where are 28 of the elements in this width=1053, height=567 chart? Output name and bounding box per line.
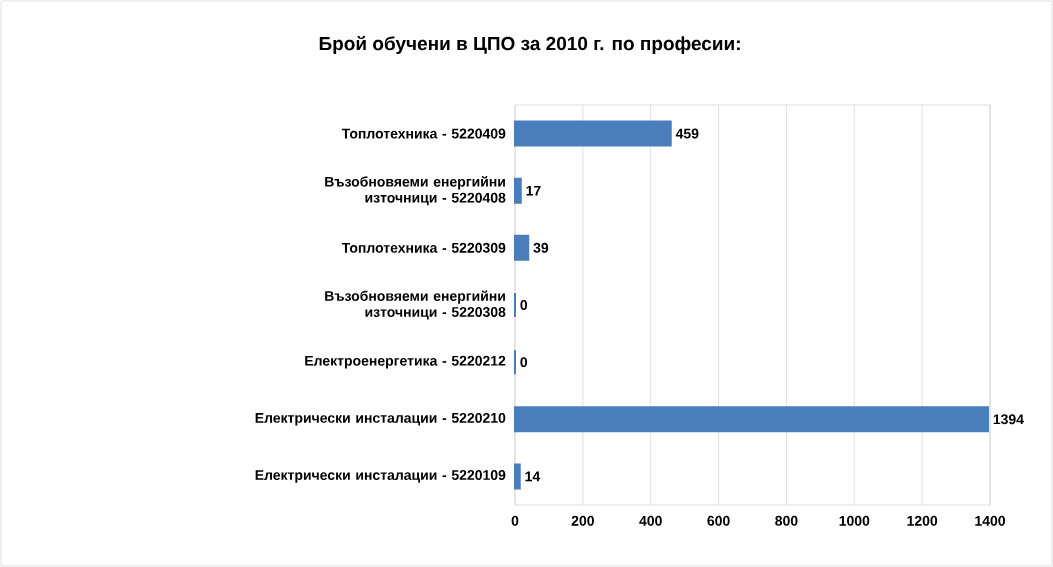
x-tick-label: 1400: [975, 515, 1005, 526]
x-tick-label: 600: [707, 515, 730, 526]
y-tick-label: Възобновяеми енергийни източници - 5220308: [325, 290, 506, 320]
data-label: 0: [520, 300, 528, 310]
data-label: 0: [520, 357, 528, 368]
y-tick-label: Възобновяеми енергийни източници - 5220408: [325, 176, 506, 206]
bar: [514, 234, 530, 261]
data-label: 459: [675, 128, 699, 139]
y-tick-label: Топлотехника - 5220409: [341, 128, 506, 139]
x-tick-label: 800: [775, 515, 798, 526]
data-label: 1394: [993, 414, 1024, 425]
chart-title: Брой обучени в ЦПО за 2010 г. по професии:: [319, 35, 740, 55]
x-tick-label: 400: [639, 515, 662, 526]
y-tick-label: Електроенергетика - 5220212: [305, 355, 506, 369]
x-tick-label: 0: [511, 515, 519, 526]
x-tick-label: 1000: [839, 515, 870, 526]
x-tick-label: 200: [571, 515, 594, 526]
y-tick-label: Електрически инсталации - 5220210: [255, 412, 506, 426]
x-tick-label: 1200: [907, 515, 938, 526]
data-label: 39: [533, 242, 549, 253]
y-tick-label: Топлотехника - 5220309: [341, 242, 506, 253]
data-label: 14: [525, 471, 541, 482]
data-label: 17: [526, 185, 541, 196]
y-tick-label: Електрически инсталации - 5220109: [255, 470, 506, 483]
bar: [514, 463, 521, 490]
bar: [514, 120, 672, 147]
bar: [514, 406, 989, 433]
bar: [514, 177, 522, 204]
